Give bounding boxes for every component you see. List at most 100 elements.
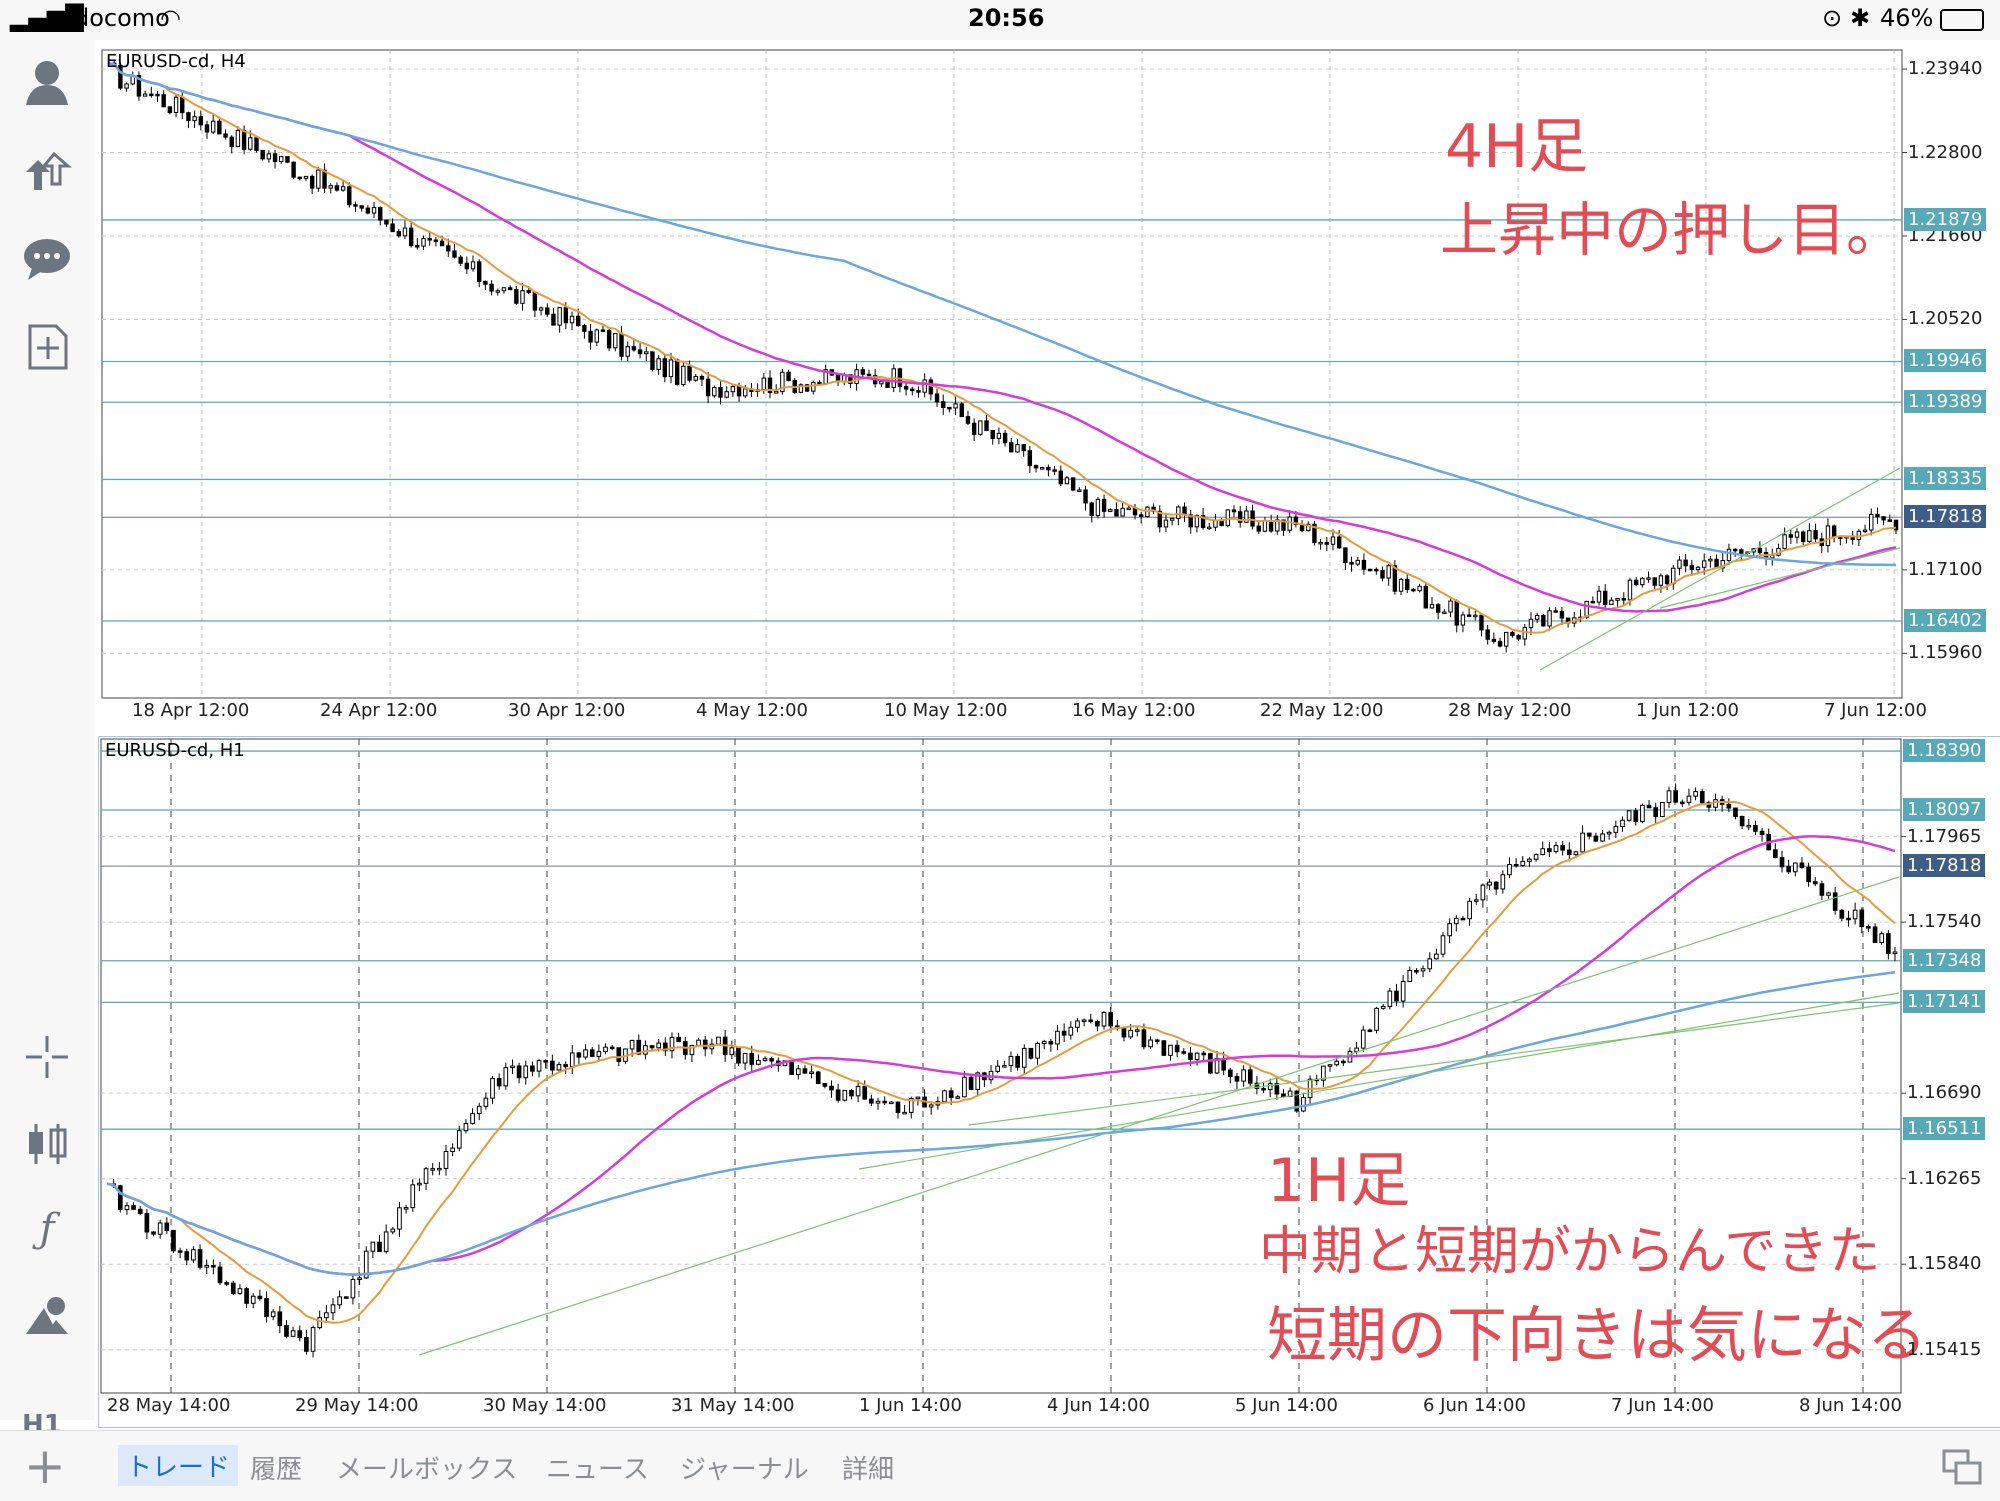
candle xyxy=(390,1228,396,1233)
candle xyxy=(798,384,804,393)
price-level-label: 1.17141 xyxy=(1903,990,1986,1014)
candle xyxy=(631,346,637,351)
candle xyxy=(446,245,451,252)
candle xyxy=(1615,598,1620,601)
candle xyxy=(1460,917,1466,921)
x-tick-label: 24 Apr 12:00 xyxy=(320,700,438,721)
candle xyxy=(1061,1030,1067,1036)
candle xyxy=(1386,565,1391,579)
candle xyxy=(496,1077,502,1087)
candle xyxy=(171,1229,176,1252)
tab-news[interactable]: ニュース xyxy=(546,1455,649,1485)
tab-mailbox[interactable]: メールボックス xyxy=(336,1455,518,1485)
objects-icon[interactable] xyxy=(20,1288,74,1342)
candle xyxy=(284,1325,289,1337)
candle xyxy=(1021,444,1026,452)
candle xyxy=(1434,953,1439,960)
candle xyxy=(452,250,457,258)
indicators-icon[interactable]: ƒ xyxy=(39,1206,55,1252)
candle xyxy=(507,287,513,291)
candle xyxy=(1081,1019,1087,1022)
split-view-icon[interactable] xyxy=(1942,1445,1982,1489)
candle xyxy=(277,1311,283,1327)
candle xyxy=(1048,1040,1054,1045)
candle xyxy=(330,1304,336,1314)
candle xyxy=(1194,514,1200,528)
candle xyxy=(403,1207,409,1210)
candle xyxy=(1666,790,1672,804)
candle xyxy=(458,256,463,264)
candle xyxy=(875,1100,881,1104)
account-icon[interactable] xyxy=(20,55,74,109)
candle xyxy=(1321,1065,1326,1081)
candle xyxy=(712,387,717,397)
chat-icon[interactable] xyxy=(20,232,74,286)
wifi-icon: ◠ xyxy=(160,4,181,32)
trend-line xyxy=(418,876,1900,1356)
candle xyxy=(1887,519,1893,522)
chart-h1[interactable]: EURUSD-cd, H1 1H足 中期と短期がからんできた 短期の下向きは気に… xyxy=(98,736,2000,1428)
crosshair-icon[interactable] xyxy=(20,1030,74,1084)
candle xyxy=(316,169,321,189)
candle xyxy=(1108,509,1113,512)
candle xyxy=(1058,470,1063,485)
candle xyxy=(965,416,971,424)
tab-journal[interactable]: ジャーナル xyxy=(680,1455,809,1485)
candle xyxy=(1533,854,1539,860)
trend-line xyxy=(1659,547,1901,609)
candle xyxy=(1892,951,1898,955)
trend-line xyxy=(858,992,1900,1170)
bluetooth-icon: ✱ xyxy=(1850,4,1871,32)
add-icon[interactable]: + xyxy=(24,1437,66,1495)
transfer-icon[interactable] xyxy=(20,144,74,198)
candle xyxy=(464,262,470,270)
candle xyxy=(124,83,129,89)
candle xyxy=(1826,892,1831,896)
candle xyxy=(1872,926,1878,944)
candle xyxy=(1812,881,1818,885)
tab-details[interactable]: 詳細 xyxy=(842,1455,895,1485)
status-bar: ▂▄▆█ docomo ◠ 20:56 ⊙ ✱ 46% xyxy=(0,0,2000,40)
candle xyxy=(1157,510,1162,528)
candle xyxy=(696,1039,701,1046)
candle xyxy=(211,1264,216,1268)
candle xyxy=(817,381,822,385)
candle xyxy=(575,315,581,327)
new-order-icon[interactable] xyxy=(20,320,74,374)
candle xyxy=(1141,1029,1147,1048)
candle xyxy=(1145,506,1150,518)
tab-history[interactable]: 履歴 xyxy=(250,1455,303,1485)
candle xyxy=(1163,519,1169,528)
candle xyxy=(903,386,909,390)
candle xyxy=(1606,831,1612,835)
candle xyxy=(237,1288,243,1294)
candle xyxy=(1580,832,1585,853)
candle xyxy=(1414,969,1419,973)
candle xyxy=(1361,559,1367,570)
candle xyxy=(1101,498,1107,512)
candle xyxy=(1360,1029,1366,1049)
candle xyxy=(526,290,531,293)
candle xyxy=(437,1167,442,1171)
y-tick-label: 1.22800 xyxy=(1908,141,1983,163)
candle xyxy=(514,289,519,304)
candle xyxy=(619,333,624,357)
candle xyxy=(556,1064,562,1071)
candle xyxy=(1387,990,1393,1007)
battery-icon xyxy=(1940,9,1984,31)
chart-h4[interactable]: EURUSD-cd, H4 4H足 上昇中の押し目。 1.23940 1.2280… xyxy=(100,48,2000,728)
candle xyxy=(1064,477,1070,485)
candle xyxy=(1275,519,1280,532)
candle xyxy=(1176,506,1181,519)
candle xyxy=(551,313,556,326)
candle xyxy=(1334,1060,1339,1066)
candle xyxy=(1400,981,1406,1002)
tab-trade[interactable]: トレード xyxy=(118,1445,239,1486)
x-tick-label: 28 May 12:00 xyxy=(1448,700,1572,721)
candle xyxy=(1553,845,1559,852)
candle xyxy=(1349,561,1354,565)
price-level-label: 1.19946 xyxy=(1904,349,1987,373)
candle xyxy=(408,227,414,247)
candle xyxy=(643,1045,648,1055)
chart-type-icon[interactable] xyxy=(20,1116,74,1170)
